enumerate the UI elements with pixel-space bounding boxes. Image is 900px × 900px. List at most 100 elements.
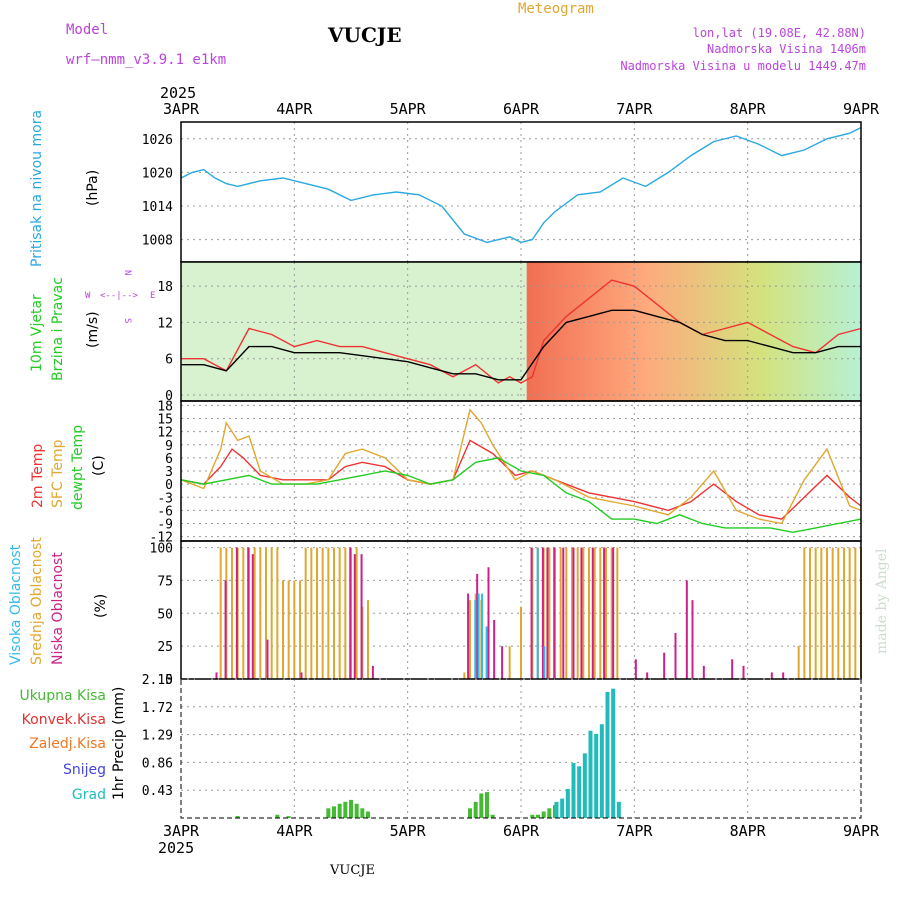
clouds-bar	[616, 547, 619, 679]
compass-arrows: <--|-->	[100, 291, 139, 301]
precip-bar	[577, 766, 582, 818]
clouds-bar	[219, 547, 222, 679]
x-tick-label-bottom: 4APR	[276, 822, 313, 840]
clouds-bar	[530, 547, 533, 679]
year-top: 2025	[160, 84, 196, 102]
clouds-bar	[287, 580, 290, 679]
clouds-bar	[300, 672, 303, 679]
wind-compass: N E S W <--|-->	[85, 270, 155, 323]
precip-bar	[366, 811, 370, 818]
clouds-bar	[344, 547, 347, 679]
y-tick-label: 1.29	[142, 729, 173, 744]
cloud-unit: (%)	[93, 594, 109, 618]
precip-bar	[343, 801, 348, 818]
legend-total: Ukupna Kisa	[19, 688, 106, 704]
precip-bar	[473, 801, 478, 818]
clouds-bar	[591, 547, 594, 679]
x-tick-label-bottom: 5APR	[390, 822, 427, 840]
clouds-bar	[474, 600, 477, 679]
precip-bar	[616, 801, 621, 818]
precip-bar	[588, 730, 593, 818]
clouds-bar	[520, 606, 522, 679]
y-tick-label: -3	[157, 491, 173, 506]
clouds-bar	[685, 580, 688, 679]
clouds-bar	[546, 547, 549, 679]
temp-label-sfc: SFC Temp	[50, 439, 66, 508]
precip-bar	[479, 793, 484, 818]
wind-field-calm	[181, 262, 527, 401]
x-tick-label-bottom: 6APR	[503, 822, 540, 840]
clouds-bar	[367, 600, 369, 679]
compass-s: S	[122, 318, 132, 323]
precip-panel: 0.43 0.86 1.29 1.72 2.15	[142, 673, 862, 819]
clouds-bar	[487, 567, 490, 679]
legend-snow: Snijeg	[63, 762, 106, 778]
y-tick-label: 15	[157, 413, 173, 428]
clouds-bar	[559, 547, 562, 679]
clouds-bar	[809, 547, 811, 679]
wind-panel: 0 6 12 18	[157, 261, 862, 404]
precip-bar	[582, 753, 587, 818]
precip-bar	[332, 806, 336, 818]
clouds-bar	[603, 547, 606, 679]
clouds-bar	[571, 547, 573, 679]
clouds-bar	[247, 547, 250, 679]
clouds-bar	[605, 547, 607, 679]
y-tick-label: 12	[157, 426, 173, 441]
clouds-bar	[610, 547, 613, 679]
clouds-bar	[831, 547, 834, 679]
compass-n: N	[122, 270, 132, 275]
clouds-bar	[543, 646, 546, 679]
precip-bar	[536, 814, 540, 818]
model-elevation-text: Nadmorska Visina u modelu 1449.47m	[620, 59, 866, 73]
clouds-bar	[742, 665, 745, 679]
clouds-bar	[355, 547, 358, 679]
precip-bar	[235, 816, 240, 818]
clouds-bar	[299, 580, 301, 679]
clouds-bar	[826, 547, 828, 679]
temperature-series-line	[180, 408, 862, 525]
precip-frame	[180, 678, 862, 819]
clouds-bar	[270, 547, 273, 679]
precip-bar	[360, 808, 365, 818]
clouds-bar	[548, 547, 551, 679]
precip-bar	[594, 733, 599, 818]
footer-station: VUCJE	[329, 863, 375, 878]
y-tick-label: 0.43	[142, 784, 173, 799]
y-tick-label: 2.15	[142, 673, 173, 688]
legend-conv: Konvek.Kisa	[22, 712, 106, 728]
precip-bar	[337, 803, 342, 818]
clouds-bar	[663, 652, 666, 679]
precip-bar	[349, 799, 353, 818]
y-tick-label: 9	[165, 439, 173, 454]
y-tick-label: 3	[165, 465, 173, 480]
clouds-bar	[731, 659, 734, 679]
clouds-bar	[371, 665, 374, 679]
clouds-bar	[854, 547, 857, 679]
legend-frz: Zaledj.Kisa	[29, 736, 106, 752]
clouds-bar	[253, 547, 256, 679]
wind-label-1: 10m Vjetar	[29, 294, 45, 372]
y-tick-label: 0	[165, 673, 173, 688]
clouds-bar	[848, 547, 851, 679]
x-tick-label-top: 3APR	[163, 100, 200, 118]
clouds-bar	[316, 547, 318, 679]
y-tick-label: -9	[157, 518, 173, 533]
clouds-bar	[820, 547, 823, 679]
temp-unit: (C)	[91, 455, 107, 476]
clouds-bar	[266, 639, 269, 679]
y-tick-label: 18	[157, 280, 173, 295]
precip-bar	[541, 811, 546, 818]
y-tick-label: 1.72	[142, 701, 173, 716]
temp-label-dewpt: dewpt Temp	[70, 425, 86, 510]
clouds-bar	[580, 547, 583, 679]
y-tick-label: 25	[157, 640, 173, 655]
precip-bar	[286, 816, 291, 818]
precip-legend: Ukupna Kisa Konvek.Kisa Zaledj.Kisa Snij…	[19, 688, 106, 803]
precip-bar	[605, 691, 610, 818]
clouds-bar	[803, 547, 806, 679]
temperature-series-line	[180, 439, 862, 520]
precip-bar	[599, 724, 604, 818]
clouds-bar	[242, 547, 245, 679]
